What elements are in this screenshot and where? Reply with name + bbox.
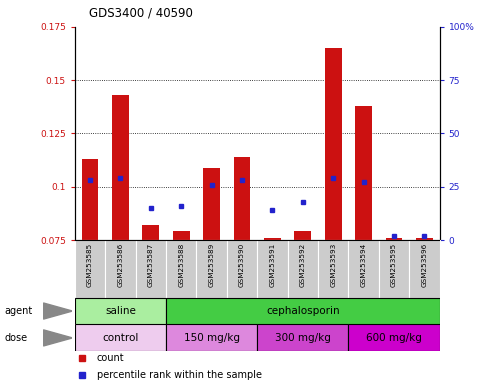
Bar — [203, 167, 220, 240]
Text: 150 mg/kg: 150 mg/kg — [184, 333, 240, 343]
Text: GSM253595: GSM253595 — [391, 243, 397, 287]
Polygon shape — [43, 303, 72, 319]
Bar — [142, 225, 159, 240]
Text: GDS3400 / 40590: GDS3400 / 40590 — [89, 6, 193, 19]
Text: 600 mg/kg: 600 mg/kg — [366, 333, 422, 343]
Text: count: count — [97, 353, 124, 363]
Text: GSM253592: GSM253592 — [300, 243, 306, 287]
Bar — [287, 240, 318, 298]
Bar — [136, 240, 166, 298]
Text: GSM253587: GSM253587 — [148, 243, 154, 287]
Text: saline: saline — [105, 306, 136, 316]
Text: 300 mg/kg: 300 mg/kg — [275, 333, 331, 343]
Text: GSM253585: GSM253585 — [87, 243, 93, 287]
Bar — [105, 240, 136, 298]
Bar — [295, 232, 311, 240]
Bar — [75, 324, 166, 351]
Bar — [318, 240, 348, 298]
Bar — [257, 240, 287, 298]
Text: agent: agent — [5, 306, 33, 316]
Text: cephalosporin: cephalosporin — [266, 306, 340, 316]
Text: GSM253593: GSM253593 — [330, 243, 336, 287]
Bar — [166, 240, 197, 298]
Bar — [82, 159, 99, 240]
Text: dose: dose — [5, 333, 28, 343]
Text: GSM253594: GSM253594 — [360, 243, 367, 287]
Bar — [166, 298, 440, 324]
Bar — [166, 324, 257, 351]
Bar — [348, 324, 440, 351]
Bar — [75, 298, 166, 324]
Bar — [197, 240, 227, 298]
Text: GSM253590: GSM253590 — [239, 243, 245, 287]
Bar — [348, 240, 379, 298]
Text: GSM253596: GSM253596 — [421, 243, 427, 287]
Text: percentile rank within the sample: percentile rank within the sample — [97, 370, 262, 381]
Bar — [379, 240, 409, 298]
Text: GSM253586: GSM253586 — [117, 243, 124, 287]
Text: GSM253588: GSM253588 — [178, 243, 184, 287]
Bar — [112, 95, 129, 240]
Bar — [264, 238, 281, 240]
Bar — [409, 240, 440, 298]
Bar — [257, 324, 348, 351]
Text: control: control — [102, 333, 139, 343]
Bar — [325, 48, 341, 240]
Polygon shape — [43, 330, 72, 346]
Bar — [234, 157, 250, 240]
Bar — [227, 240, 257, 298]
Text: GSM253589: GSM253589 — [209, 243, 214, 287]
Bar — [173, 232, 190, 240]
Bar — [75, 240, 105, 298]
Bar — [385, 238, 402, 240]
Bar — [416, 238, 433, 240]
Bar — [355, 106, 372, 240]
Text: GSM253591: GSM253591 — [270, 243, 275, 287]
